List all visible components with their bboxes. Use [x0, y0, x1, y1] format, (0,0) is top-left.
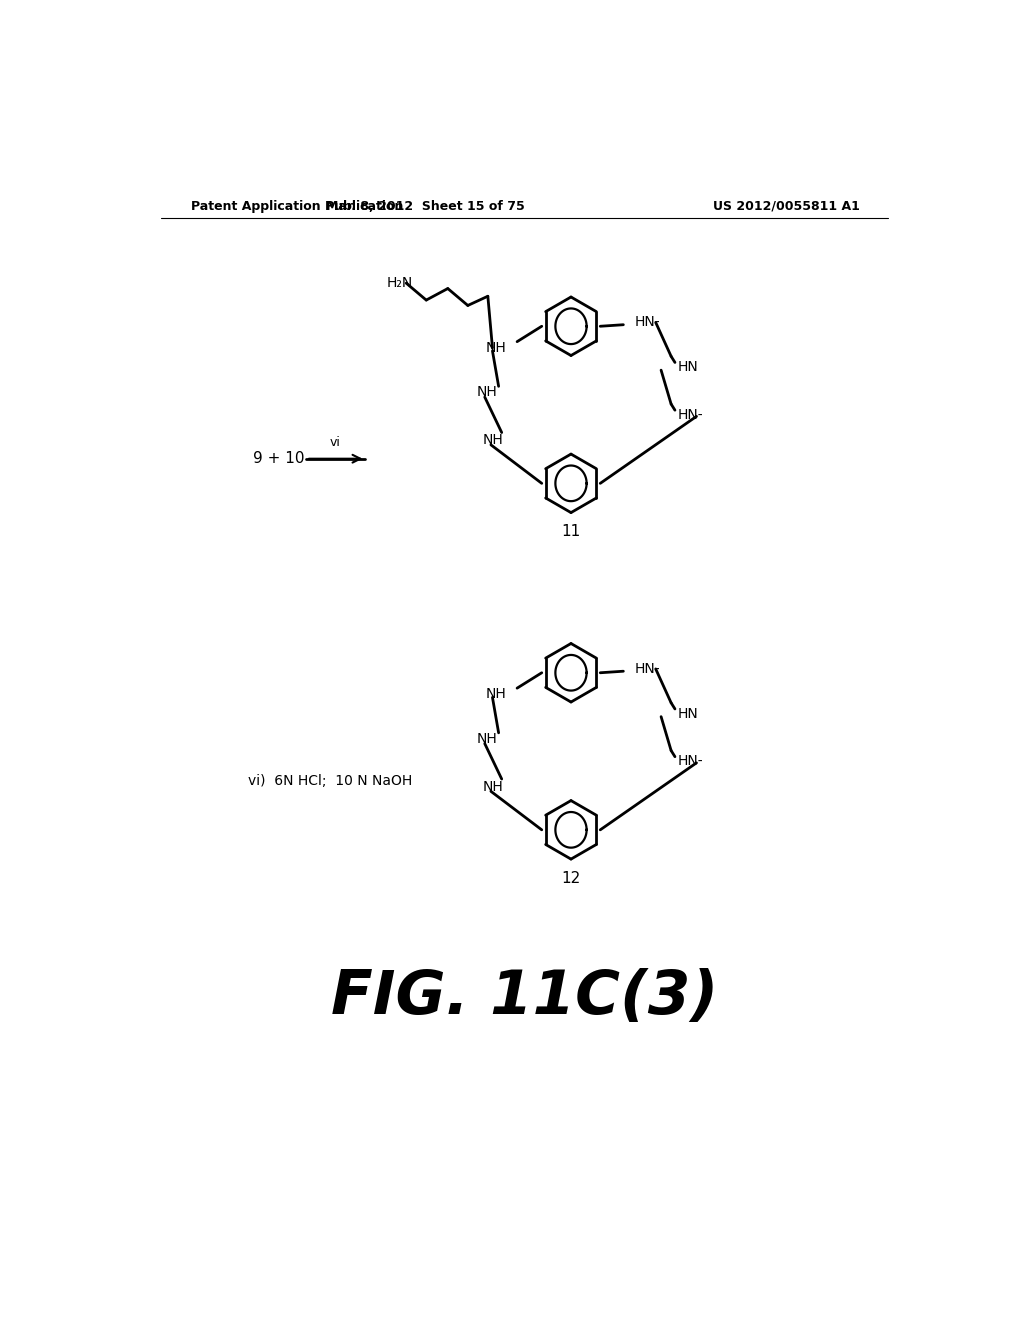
- Text: 12: 12: [561, 871, 581, 886]
- Text: NH: NH: [482, 433, 503, 447]
- Text: H₂N: H₂N: [386, 276, 413, 290]
- Text: HN-: HN-: [635, 315, 660, 330]
- Text: vi: vi: [329, 437, 340, 449]
- Text: vi)  6N HCl;  10 N NaOH: vi) 6N HCl; 10 N NaOH: [248, 774, 412, 788]
- Text: NH: NH: [485, 341, 506, 355]
- Text: NH: NH: [485, 688, 506, 701]
- Text: NH: NH: [476, 733, 497, 746]
- Text: HN-: HN-: [677, 754, 702, 768]
- Text: Mar. 8, 2012  Sheet 15 of 75: Mar. 8, 2012 Sheet 15 of 75: [326, 199, 525, 213]
- Text: 9 + 10: 9 + 10: [253, 451, 304, 466]
- Text: HN-: HN-: [677, 408, 702, 422]
- Text: NH: NH: [476, 385, 497, 400]
- Text: NH: NH: [482, 780, 503, 793]
- Text: US 2012/0055811 A1: US 2012/0055811 A1: [713, 199, 859, 213]
- Text: HN: HN: [677, 360, 698, 374]
- Text: HN-: HN-: [635, 661, 660, 676]
- Text: FIG. 11C(3): FIG. 11C(3): [331, 968, 719, 1027]
- Text: Patent Application Publication: Patent Application Publication: [190, 199, 403, 213]
- Text: 11: 11: [561, 524, 581, 539]
- Text: HN: HN: [677, 706, 698, 721]
